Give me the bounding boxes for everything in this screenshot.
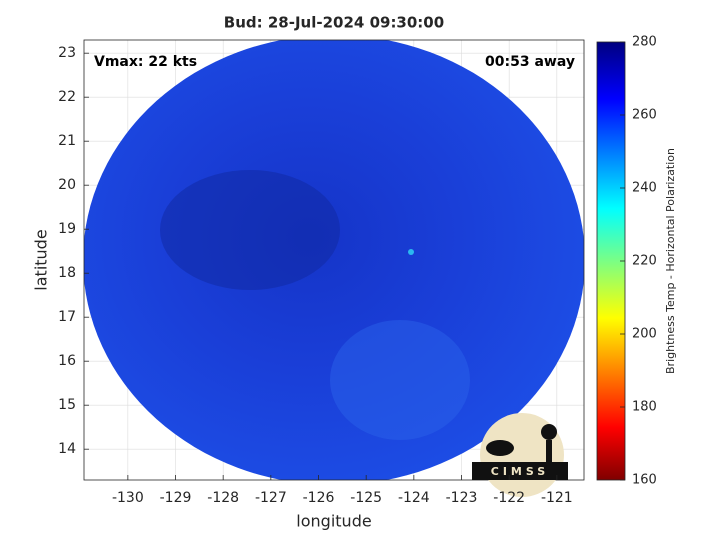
y-tick-label: 16 xyxy=(58,353,76,369)
x-tick-label: -123 xyxy=(446,490,478,506)
colorbar-tick-label: 160 xyxy=(632,473,657,488)
colorbar-tick-label: 260 xyxy=(632,108,657,123)
annotation: 00:53 away xyxy=(485,54,575,70)
y-axis-label: latitude xyxy=(32,229,51,290)
y-tick-label: 19 xyxy=(58,221,76,237)
colorbar-tick-label: 240 xyxy=(632,181,657,196)
colorbar-label: Brightness Temp - Horizontal Polarizatio… xyxy=(664,148,677,374)
y-tick-label: 14 xyxy=(58,441,76,457)
plot-frame xyxy=(83,39,585,481)
y-tick-label: 17 xyxy=(58,309,76,325)
x-tick-label: -126 xyxy=(303,490,335,506)
x-tick-label: -124 xyxy=(398,490,430,506)
x-tick-label: -129 xyxy=(160,490,192,506)
x-tick-label: -130 xyxy=(112,490,144,506)
x-tick-label: -125 xyxy=(350,490,382,506)
chart-title: Bud: 28-Jul-2024 09:30:00 xyxy=(224,14,444,32)
x-tick-label: -127 xyxy=(255,490,287,506)
satellite-image xyxy=(84,40,584,480)
colorbar-tick-label: 280 xyxy=(632,35,657,50)
x-tick-label: -122 xyxy=(493,490,525,506)
x-tick-label: -128 xyxy=(207,490,239,506)
x-axis-label: longitude xyxy=(296,512,371,531)
y-tick-label: 21 xyxy=(58,133,76,149)
y-tick-label: 15 xyxy=(58,397,76,413)
y-tick-label: 22 xyxy=(58,89,76,105)
colorbar-tick-label: 220 xyxy=(632,254,657,269)
y-tick-label: 18 xyxy=(58,265,76,281)
colorbar-tick-label: 200 xyxy=(632,327,657,342)
bright-spot xyxy=(408,249,414,255)
warm-region xyxy=(330,320,470,440)
cold-region xyxy=(160,170,340,290)
x-tick-label: -121 xyxy=(541,490,573,506)
y-tick-label: 23 xyxy=(58,45,76,61)
annotation: Vmax: 22 kts xyxy=(94,54,197,70)
logo-text: CIMSS xyxy=(491,465,549,478)
y-tick-label: 20 xyxy=(58,177,76,193)
colorbar-tick-label: 180 xyxy=(632,400,657,415)
logo: CIMSS xyxy=(472,413,568,497)
